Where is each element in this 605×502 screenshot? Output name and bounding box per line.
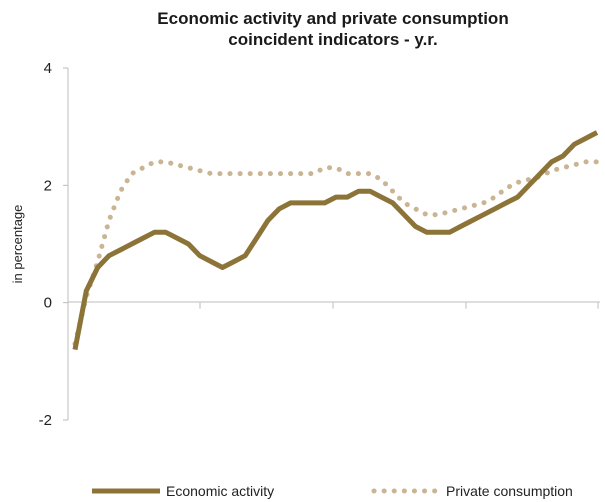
chart-title-line-1: Economic activity and private consumptio… [157, 9, 508, 28]
y-tick-label: 4 [44, 60, 52, 77]
chart-title-line-2: coincident indicators - y.r. [228, 30, 437, 49]
series-layer [72, 130, 600, 351]
legend-label-private-consumption: Private consumption [446, 483, 573, 499]
x-ticks [199, 302, 599, 309]
y-ticks: 4 2 0 -2 [39, 60, 68, 429]
y-tick-label: -2 [39, 412, 52, 429]
y-tick-label: 2 [44, 177, 52, 194]
y-axis-label: in percentage [10, 205, 25, 284]
legend: Economic activity Private consumption [92, 483, 573, 499]
legend-label-economic-activity: Economic activity [166, 483, 274, 499]
series-line-private-consumption [72, 159, 600, 347]
y-tick-label: 0 [44, 295, 52, 312]
series-line-economic-activity [72, 130, 599, 351]
